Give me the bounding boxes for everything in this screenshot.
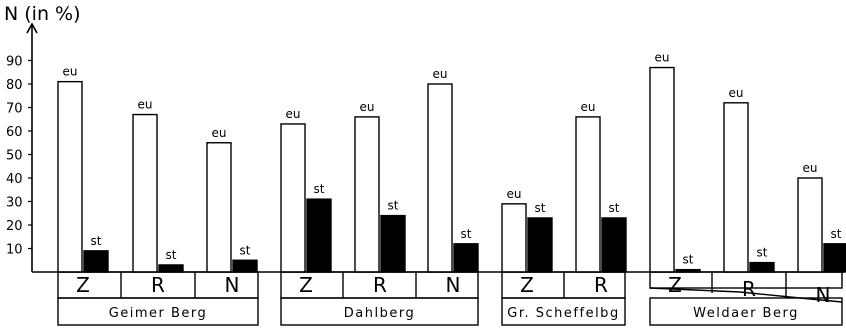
bar-st bbox=[601, 217, 627, 273]
bar-eu bbox=[575, 116, 601, 273]
data-label-eu: eu bbox=[729, 86, 744, 100]
site-box bbox=[57, 297, 259, 326]
bar-st bbox=[232, 259, 258, 273]
category-box-edge bbox=[649, 287, 843, 303]
y-tick-label: 70 bbox=[6, 102, 23, 117]
y-tick-label: 50 bbox=[6, 149, 23, 164]
data-label-eu: eu bbox=[286, 107, 301, 121]
data-label-st: st bbox=[461, 227, 472, 241]
bar-st bbox=[306, 198, 332, 273]
data-label-st: st bbox=[609, 201, 620, 215]
bar-eu bbox=[797, 177, 823, 273]
bar-eu bbox=[723, 102, 749, 273]
y-tick-label: 90 bbox=[6, 55, 23, 70]
category-label: R bbox=[742, 277, 756, 301]
bar-st bbox=[158, 264, 184, 273]
data-label-st: st bbox=[166, 248, 177, 262]
category-label: R bbox=[594, 273, 608, 297]
bar-st bbox=[749, 261, 775, 273]
axes: N (in %) 10 20 30 40 50 60 70 80 90 bbox=[4, 3, 844, 273]
data-label-st: st bbox=[388, 199, 399, 213]
data-label-eu: eu bbox=[581, 100, 596, 114]
category-boxes: Z R N Geimer Berg Z R N Dahlberg Z R Gr. Scheffelb… bbox=[57, 271, 843, 326]
category-label: N bbox=[225, 273, 240, 297]
bar-eu bbox=[57, 80, 83, 273]
bar-eu bbox=[354, 116, 380, 273]
y-tick-label: 20 bbox=[6, 219, 23, 234]
data-label-eu: eu bbox=[360, 100, 375, 114]
group-label: Gr. Scheffelbg bbox=[507, 306, 619, 321]
y-axis-label: N (in %) bbox=[4, 3, 81, 25]
y-tick-label: 10 bbox=[6, 243, 23, 258]
data-label-eu: eu bbox=[507, 187, 522, 201]
category-label: Z bbox=[668, 273, 682, 297]
data-label-st: st bbox=[831, 227, 842, 241]
category-label: Z bbox=[299, 273, 313, 297]
bar-eu bbox=[132, 113, 158, 273]
data-label-eu: eu bbox=[433, 67, 448, 81]
data-label-st: st bbox=[757, 246, 768, 260]
data-label-st: st bbox=[683, 253, 694, 267]
bar-eu bbox=[649, 66, 675, 273]
y-tick-label: 60 bbox=[6, 125, 23, 140]
data-label-eu: eu bbox=[803, 161, 818, 175]
group-label: Dahlberg bbox=[344, 306, 415, 321]
data-label-eu: eu bbox=[138, 98, 153, 112]
bar-st bbox=[453, 243, 479, 273]
category-label: R bbox=[151, 273, 165, 297]
y-axis-arrow bbox=[26, 22, 38, 34]
bar-eu bbox=[206, 142, 232, 273]
data-label-eu: eu bbox=[655, 51, 670, 65]
data-label-st: st bbox=[240, 243, 251, 257]
bars: eusteusteusteusteusteusteusteusteusteust… bbox=[57, 51, 846, 273]
category-label: Z bbox=[520, 273, 534, 297]
bar-st bbox=[823, 243, 846, 273]
data-label-eu: eu bbox=[212, 126, 227, 140]
data-label-st: st bbox=[91, 234, 102, 248]
site-box bbox=[280, 297, 479, 326]
category-label: R bbox=[373, 273, 387, 297]
bar-eu bbox=[280, 123, 306, 273]
data-label-st: st bbox=[314, 182, 325, 196]
category-box bbox=[649, 271, 843, 289]
category-label: N bbox=[816, 283, 831, 307]
bar-st bbox=[380, 214, 406, 273]
bar-st bbox=[527, 217, 553, 273]
y-tick-label: 40 bbox=[6, 172, 23, 187]
data-label-st: st bbox=[535, 201, 546, 215]
category-label: Z bbox=[76, 273, 90, 297]
bar-eu bbox=[427, 83, 453, 273]
bar-st bbox=[83, 250, 109, 273]
group-label: Weldaer Berg bbox=[693, 306, 799, 321]
y-tick-label: 30 bbox=[6, 196, 23, 211]
y-tick-label: 80 bbox=[6, 78, 23, 93]
category-label: N bbox=[446, 273, 461, 297]
bar-eu bbox=[501, 203, 527, 273]
group-label: Geimer Berg bbox=[109, 306, 208, 321]
site-box bbox=[649, 297, 843, 326]
data-label-eu: eu bbox=[63, 65, 78, 79]
